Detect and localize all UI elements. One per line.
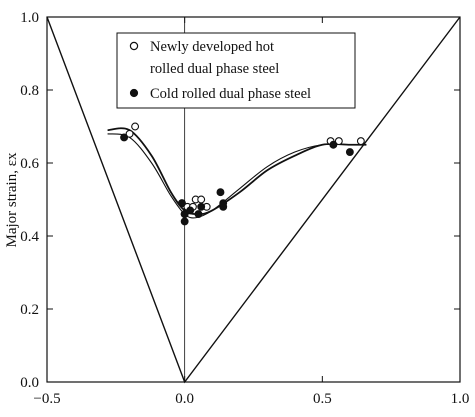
fit-curve-cold-rolled: [107, 127, 367, 216]
plot-frame: [46, 16, 461, 383]
x-tick-label: 0.5: [313, 391, 332, 407]
y-axis-label: Major strain, εx: [4, 152, 20, 248]
open-circle-point: [334, 137, 343, 146]
filled-circle-point: [345, 148, 354, 157]
open-circle-point: [197, 195, 206, 204]
legend: Newly developed hot rolled dual phase st…: [116, 32, 356, 109]
x-tick-label: −0.5: [33, 391, 60, 407]
plot-area: [46, 16, 461, 384]
legend-filled-circle-marker: [129, 88, 139, 98]
filled-circle-point: [194, 210, 203, 219]
filled-circle-point: [329, 140, 338, 149]
legend-open-circle-marker: [129, 41, 139, 51]
x-tick-label: 0.0: [175, 391, 194, 407]
filled-circle-point: [186, 206, 195, 215]
legend-box: [116, 32, 356, 109]
filled-circle-point: [197, 202, 206, 211]
y-tick-label: 0.8: [20, 83, 39, 99]
filled-circle-point: [216, 188, 225, 197]
legend-label-line-2: rolled dual phase steel: [150, 61, 279, 77]
y-axis: 0.0 0.2 0.4 0.6 0.8 1.0: [20, 10, 460, 391]
x-tick-label: 1.0: [451, 391, 470, 407]
filled-circle-point: [120, 133, 129, 142]
x-axis: −0.5 0.0 0.5 1.0: [33, 17, 469, 407]
open-circle-point: [131, 122, 140, 131]
data-points: [120, 122, 365, 226]
open-circle-point: [125, 129, 134, 138]
filled-circle-point: [219, 202, 228, 211]
fit-curves: [107, 127, 367, 219]
y-tick-label: 0.4: [20, 229, 39, 245]
open-circle-point: [356, 137, 365, 146]
y-tick-label: 0.0: [20, 375, 39, 391]
y-tick-label: 1.0: [20, 10, 39, 26]
filled-circle-point: [177, 199, 186, 208]
filled-circle-point: [180, 217, 189, 226]
y-tick-label: 0.6: [20, 156, 39, 172]
fit-curve-hot-rolled: [107, 133, 367, 219]
legend-label-line-1: Newly developed hot: [150, 39, 274, 55]
y-tick-label: 0.2: [20, 302, 39, 318]
legend-label-line-3: Cold rolled dual phase steel: [150, 86, 311, 102]
